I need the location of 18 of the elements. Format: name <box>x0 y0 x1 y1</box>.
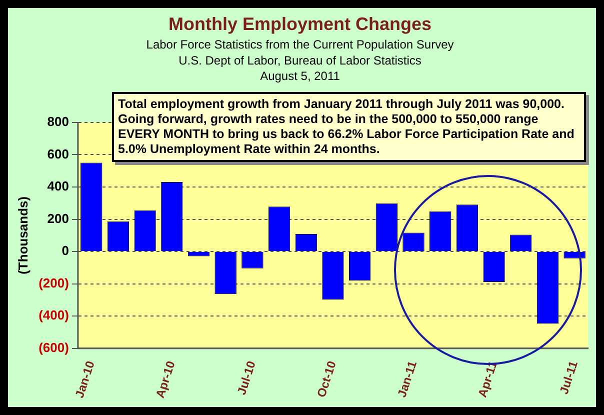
y-axis-title: (Thousands) <box>15 196 30 274</box>
y-tick-label: 400 <box>47 178 69 194</box>
chart-title: Monthly Employment Changes <box>168 14 432 34</box>
y-tick-label: (600) <box>38 340 69 355</box>
y-tick-label: 200 <box>47 210 69 226</box>
y-tick-label: 600 <box>47 146 69 162</box>
chart-subtitle: Labor Force Statistics from the Current Population Survey U.S. Dept of Labor, Bureau of Labor Statistics August 5, 2011 <box>146 38 454 83</box>
x-tick-label: Jul-10 <box>234 358 259 397</box>
y-tick-label: 0 <box>62 243 69 258</box>
x-tick-label: Oct-10 <box>314 358 340 400</box>
x-tick-label: Jul-11 <box>556 358 581 396</box>
annotation: Total employment growth from January 2011 through July 2011 was 90,000. Going forward, growth rates need to be in the 500,000 to 550,000 range EVERY MONTH to bring us back to 66.2% Labor Force Participation Rate and 5.0% Unemployment Rate within 24 months. <box>112 92 586 162</box>
y-tick-label: (400) <box>38 308 69 323</box>
y-tick-label: (200) <box>38 275 69 290</box>
x-tick-label: Jan-11 <box>394 358 420 400</box>
y-tick-label: 800 <box>47 114 69 129</box>
x-tick-label: Jan-10 <box>72 358 98 400</box>
x-tick-label: Apr-10 <box>152 358 178 400</box>
